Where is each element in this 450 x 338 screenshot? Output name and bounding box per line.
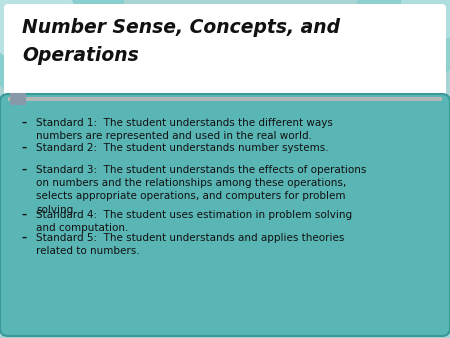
Text: Standard 2:  The student understands number systems.: Standard 2: The student understands numb…: [36, 143, 328, 153]
Bar: [10, 93, 26, 105]
Circle shape: [0, 0, 75, 63]
Text: –: –: [22, 210, 27, 220]
FancyBboxPatch shape: [4, 4, 446, 102]
Text: Operations: Operations: [22, 46, 139, 65]
Circle shape: [355, 0, 450, 80]
Text: –: –: [22, 233, 27, 243]
Text: Standard 5:  The student understands and applies theories
related to numbers.: Standard 5: The student understands and …: [36, 233, 344, 256]
Text: Number Sense, Concepts, and: Number Sense, Concepts, and: [22, 18, 340, 37]
FancyBboxPatch shape: [0, 94, 450, 336]
Bar: [8, 97, 442, 101]
Text: Standard 3:  The student understands the effects of operations
on numbers and th: Standard 3: The student understands the …: [36, 165, 366, 215]
Circle shape: [402, 0, 450, 38]
Text: –: –: [22, 165, 27, 175]
Text: Standard 1:  The student understands the different ways
numbers are represented : Standard 1: The student understands the …: [36, 118, 333, 141]
Bar: [8, 8, 442, 70]
Circle shape: [0, 0, 130, 108]
Text: –: –: [22, 143, 27, 153]
Text: –: –: [22, 118, 27, 128]
Text: Standard 4:  The student uses estimation in problem solving
and computation.: Standard 4: The student uses estimation …: [36, 210, 352, 233]
